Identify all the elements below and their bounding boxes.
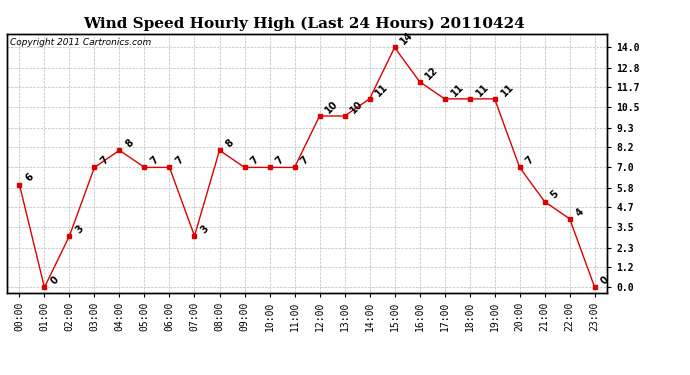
Text: 5: 5 bbox=[549, 189, 561, 201]
Text: 14: 14 bbox=[399, 30, 415, 46]
Text: 7: 7 bbox=[148, 155, 161, 166]
Text: 11: 11 bbox=[448, 81, 465, 98]
Text: 0: 0 bbox=[599, 275, 611, 286]
Text: 12: 12 bbox=[424, 64, 440, 81]
Text: 7: 7 bbox=[524, 155, 535, 166]
Text: 7: 7 bbox=[248, 155, 261, 166]
Text: Copyright 2011 Cartronics.com: Copyright 2011 Cartronics.com bbox=[10, 38, 151, 46]
Text: 8: 8 bbox=[224, 138, 235, 150]
Text: 11: 11 bbox=[499, 81, 515, 98]
Text: 3: 3 bbox=[74, 224, 86, 235]
Text: 7: 7 bbox=[174, 155, 186, 166]
Text: 6: 6 bbox=[23, 172, 35, 184]
Text: 11: 11 bbox=[474, 81, 491, 98]
Text: 7: 7 bbox=[299, 155, 310, 166]
Text: 10: 10 bbox=[348, 99, 365, 115]
Text: 7: 7 bbox=[99, 155, 110, 166]
Text: 7: 7 bbox=[274, 155, 286, 166]
Text: 11: 11 bbox=[374, 81, 391, 98]
Text: 0: 0 bbox=[48, 275, 61, 286]
Text: 8: 8 bbox=[124, 138, 135, 150]
Text: 4: 4 bbox=[574, 206, 586, 218]
Text: 3: 3 bbox=[199, 224, 210, 235]
Text: Wind Speed Hourly High (Last 24 Hours) 20110424: Wind Speed Hourly High (Last 24 Hours) 2… bbox=[83, 17, 524, 31]
Text: 10: 10 bbox=[324, 99, 340, 115]
